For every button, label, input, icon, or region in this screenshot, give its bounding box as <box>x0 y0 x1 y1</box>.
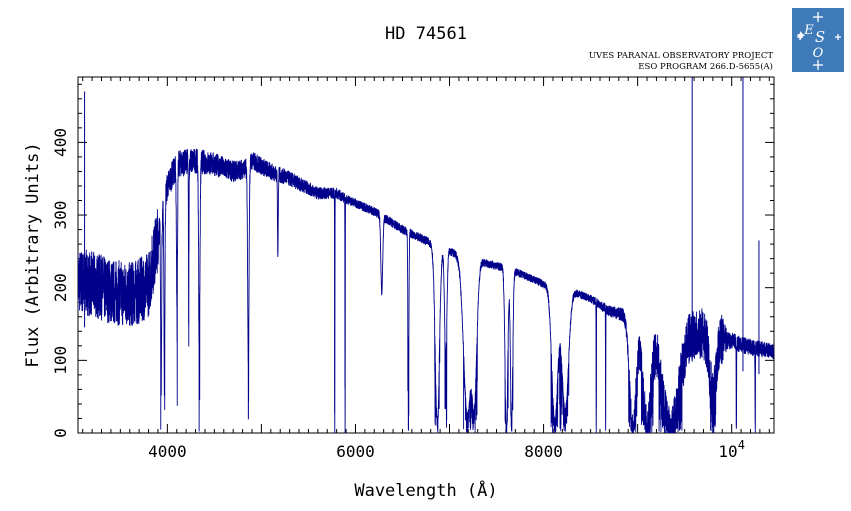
tick-labels: 4000 6000 8000 104 0 100 200 300 400 <box>51 128 745 461</box>
y-tick-label: 200 <box>51 273 70 302</box>
spectrum-spikes <box>84 77 760 375</box>
y-tick-label: 100 <box>51 346 70 375</box>
x-tick-label: 6000 <box>336 442 375 461</box>
axis-ticks <box>78 77 774 434</box>
x-axis-label: Wavelength (Å) <box>354 479 497 501</box>
chart-title: HD 74561 <box>385 24 467 44</box>
x-tick-label: 4000 <box>148 442 187 461</box>
plot-frame <box>77 76 775 434</box>
x-tick-label: 8000 <box>524 442 563 461</box>
y-axis-label: Flux (Arbitrary Units) <box>23 142 43 367</box>
spectrum-line <box>78 148 774 433</box>
subtitle-line-2: ESO PROGRAM 266.D-5655(A) <box>638 61 773 72</box>
y-tick-label: 300 <box>51 201 70 230</box>
logo-letters: ES O <box>803 23 825 61</box>
eso-logo: ES O <box>792 8 844 72</box>
y-tick-label: 400 <box>51 128 70 157</box>
x-tick-label: 104 <box>718 438 745 461</box>
y-tick-label: 0 <box>51 428 70 438</box>
subtitle-line-1: UVES PARANAL OBSERVATORY PROJECT <box>589 51 773 61</box>
